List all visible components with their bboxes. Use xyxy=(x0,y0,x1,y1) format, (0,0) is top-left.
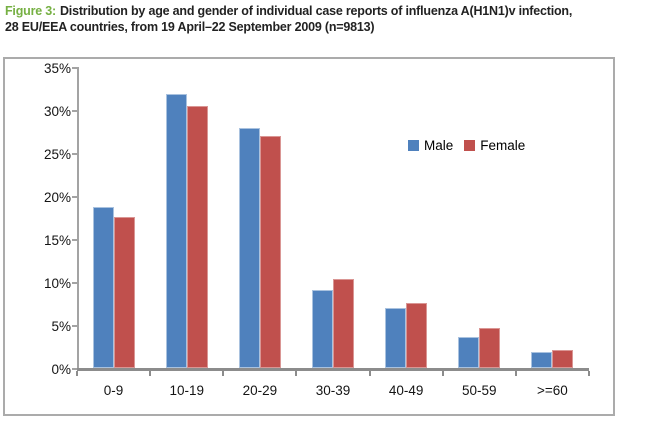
bar-male-0-9 xyxy=(92,207,114,368)
x-axis-category-label: 0-9 xyxy=(103,383,124,398)
bar-female-50-59 xyxy=(479,327,501,368)
legend-item-male: Male xyxy=(408,138,453,153)
x-axis-category-label: >=60 xyxy=(537,383,568,398)
x-axis-category-label: 20-29 xyxy=(242,383,278,398)
x-axis-tick xyxy=(514,371,517,376)
bar-male-10-19 xyxy=(165,93,187,368)
y-axis-tick-label: 20% xyxy=(43,190,71,205)
x-axis-tick xyxy=(295,371,298,376)
x-axis-line xyxy=(77,368,589,371)
figure-title-line2: 28 EU/EEA countries, from 19 April–22 Se… xyxy=(5,20,375,34)
x-axis-tick xyxy=(76,371,78,376)
figure-title: Figure 3: Distribution by age and gender … xyxy=(5,3,653,35)
y-axis-tick-label: 15% xyxy=(43,233,71,248)
figure-label: Figure 3: xyxy=(5,4,56,18)
bar-male->=60 xyxy=(531,351,553,368)
legend-item-female: Female xyxy=(464,138,525,153)
bar-female-20-29 xyxy=(259,135,281,368)
bar-male-40-49 xyxy=(385,307,407,368)
y-axis-tick xyxy=(72,153,77,155)
x-axis-tick xyxy=(368,371,371,376)
y-axis-tick-label: 5% xyxy=(51,319,71,334)
y-axis-tick-label: 10% xyxy=(43,276,71,291)
x-axis-category-label: 40-49 xyxy=(388,383,424,398)
bar-male-20-29 xyxy=(238,128,260,368)
x-axis-tick xyxy=(222,371,225,376)
y-axis-tick xyxy=(72,196,77,198)
bar-female-40-49 xyxy=(406,302,428,368)
y-axis-tick xyxy=(72,325,77,327)
y-axis-tick xyxy=(72,67,77,69)
y-axis-tick-label: 35% xyxy=(43,61,71,76)
legend-male-label: Male xyxy=(424,138,454,153)
legend-female-label: Female xyxy=(480,138,526,153)
bar-male-30-39 xyxy=(312,289,333,368)
x-axis-tick xyxy=(441,371,444,376)
bar-chart: Male Female 0% 5% 10% 15% 20% 25% 30% 35% 0-9 10-1… xyxy=(3,57,615,416)
y-axis-line xyxy=(77,67,79,371)
y-axis-tick xyxy=(72,239,77,241)
y-axis-tick xyxy=(72,282,77,284)
bar-female-30-39 xyxy=(333,278,354,368)
figure-title-text: Distribution by age and gender of indivi… xyxy=(59,4,573,18)
bar-female-0-9 xyxy=(113,216,135,368)
chart-legend: Male Female xyxy=(408,138,525,153)
x-axis-tick xyxy=(588,371,590,376)
y-axis-tick-label: 30% xyxy=(43,104,71,119)
bar-female->=60 xyxy=(552,349,574,368)
legend-male-swatch xyxy=(408,140,419,151)
x-axis-category-label: 10-19 xyxy=(169,383,204,398)
y-axis-tick xyxy=(72,368,77,370)
y-axis-tick xyxy=(72,110,77,112)
y-axis-tick-label: 0% xyxy=(51,362,71,377)
y-axis-tick-label: 25% xyxy=(43,147,71,162)
x-axis-tick xyxy=(149,371,152,376)
legend-female-swatch xyxy=(464,140,476,151)
x-axis-category-label: 50-59 xyxy=(462,383,497,398)
x-axis-category-label: 30-39 xyxy=(315,383,351,398)
bar-female-10-19 xyxy=(186,105,208,368)
figure-title-line1: Figure 3: Distribution by age and gender … xyxy=(5,3,653,19)
bar-male-50-59 xyxy=(458,337,480,368)
